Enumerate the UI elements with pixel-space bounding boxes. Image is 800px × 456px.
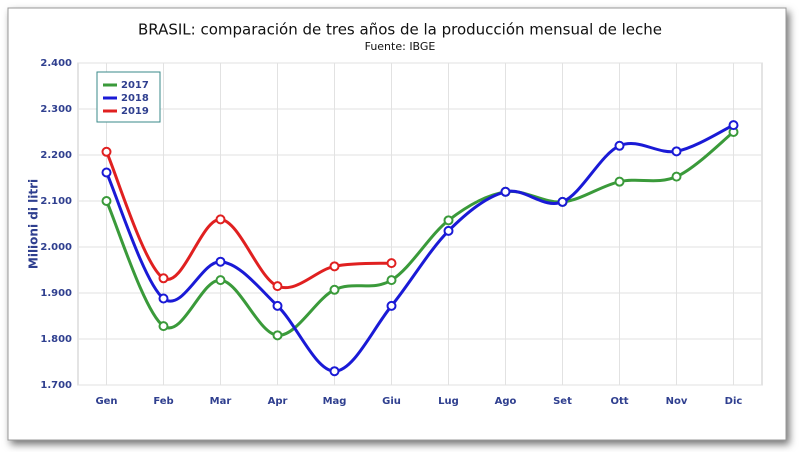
point <box>101 167 112 178</box>
point <box>101 196 112 206</box>
legend-label: 2019 <box>121 106 149 117</box>
x-tick-label: Gen <box>95 396 117 407</box>
point <box>215 275 226 286</box>
y-tick-label: 2.200 <box>40 150 72 161</box>
point <box>386 300 397 311</box>
point <box>671 171 682 182</box>
y-tick-label: 2.000 <box>40 242 72 253</box>
point <box>329 366 340 377</box>
x-tick-label: Giu <box>382 396 401 407</box>
point <box>386 258 397 269</box>
point <box>386 275 397 286</box>
y-tick-label: 1.900 <box>40 288 72 299</box>
y-tick-label: 2.100 <box>40 196 72 207</box>
x-tick-label: Dic <box>725 396 743 407</box>
chart-title: BRASIL: comparación de tres años de la p… <box>138 21 662 39</box>
point <box>614 140 625 151</box>
chart-subtitle: Fuente: IBGE <box>365 40 436 53</box>
y-tick-label: 1.800 <box>40 334 72 345</box>
point <box>158 273 169 284</box>
x-tick-label: Set <box>553 396 572 407</box>
point <box>329 261 340 272</box>
point <box>728 120 739 131</box>
point <box>272 330 283 341</box>
y-tick-label: 1.700 <box>40 380 72 391</box>
legend-label: 2017 <box>121 80 149 91</box>
x-tick-label: Ago <box>495 396 517 407</box>
point <box>614 176 625 187</box>
y-tick-label: 2.400 <box>40 58 72 69</box>
point <box>443 225 454 236</box>
point <box>671 146 682 157</box>
x-tick-label: Mag <box>323 396 347 407</box>
point <box>557 196 568 207</box>
y-tick-label: 2.300 <box>40 104 72 115</box>
y-axis-label: Milioni di litri <box>27 179 41 269</box>
point <box>272 281 283 292</box>
x-tick-label: Apr <box>268 396 288 407</box>
x-tick-label: Nov <box>666 396 688 407</box>
x-tick-label: Mar <box>210 396 232 407</box>
x-tick-label: Ott <box>610 396 628 407</box>
point <box>443 215 454 226</box>
plot-area <box>77 62 763 386</box>
x-tick-label: Feb <box>153 396 173 407</box>
point <box>329 284 340 295</box>
legend-label: 2018 <box>121 93 149 104</box>
point <box>158 321 169 332</box>
point <box>215 214 226 225</box>
x-tick-label: Lug <box>438 396 459 407</box>
point <box>101 146 112 157</box>
point <box>158 293 169 304</box>
point <box>500 186 511 197</box>
point <box>215 256 226 267</box>
point <box>272 300 283 311</box>
